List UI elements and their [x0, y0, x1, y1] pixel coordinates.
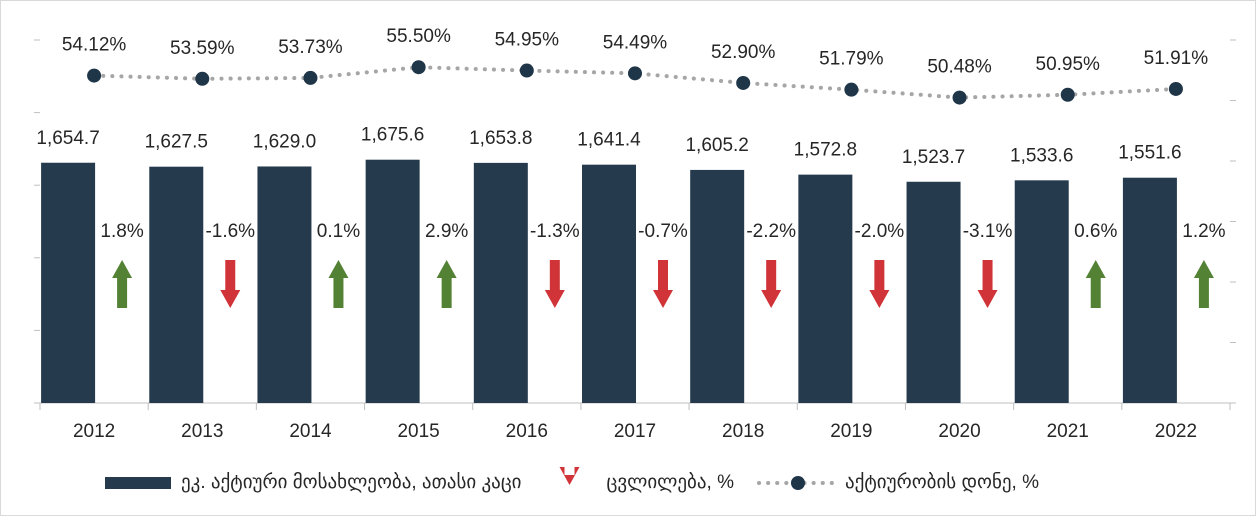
legend: ეკ. აქტიური მოსახლეობა, ათასი კაცი ცვლილე…	[105, 467, 1039, 493]
x-tick-label: 2012	[73, 421, 115, 442]
change-arrow	[653, 260, 673, 308]
line-marker	[87, 68, 102, 83]
x-tick-label: 2018	[722, 421, 764, 442]
bar	[1122, 177, 1177, 403]
bar	[798, 174, 853, 403]
change-arrow	[112, 260, 133, 308]
change-label: 1.8%	[100, 221, 143, 242]
change-label: 2.9%	[425, 221, 468, 242]
change-arrow	[328, 260, 349, 308]
legend-label: აქტიურობის დონე, %	[845, 471, 1039, 493]
legend-swatch	[105, 477, 171, 489]
bar-value-label: 1,629.0	[253, 131, 316, 152]
change-label: 1.2%	[1182, 221, 1225, 242]
bar-value-label: 1,572.8	[794, 140, 857, 161]
x-tick-label: 2022	[1155, 421, 1197, 442]
change-arrow	[1193, 260, 1214, 308]
legend-label: ეკ. აქტიური მოსახლეობა, ათასი კაცი	[181, 471, 522, 493]
bar-value-label: 1,523.7	[902, 147, 965, 168]
line-marker	[411, 60, 426, 75]
bar-value-label: 1,627.5	[145, 132, 208, 153]
x-tick-label: 2017	[614, 421, 656, 442]
legend-label: ცვლილება, %	[607, 471, 735, 493]
change-arrow	[977, 260, 998, 308]
bar	[473, 162, 528, 403]
line-marker	[1060, 87, 1075, 102]
line-value-label: 53.59%	[170, 38, 235, 59]
bar	[257, 166, 312, 403]
bar	[41, 162, 96, 403]
line-value-label: 54.12%	[62, 35, 127, 56]
bar-value-label: 1,605.2	[685, 135, 748, 156]
change-label: -3.1%	[963, 221, 1013, 242]
bar	[149, 166, 204, 403]
line-value-label: 54.49%	[603, 32, 668, 53]
x-tick-label: 2020	[938, 421, 980, 442]
x-tick-label: 2014	[289, 421, 332, 442]
line-value-label: 51.79%	[819, 49, 884, 70]
change-label: 0.1%	[317, 221, 360, 242]
line	[92, 65, 1178, 100]
x-tick-label: 2015	[397, 421, 439, 442]
bar-value-label: 1,653.8	[469, 128, 532, 149]
line-marker	[844, 82, 859, 97]
line-marker	[303, 70, 318, 85]
bar-value-label: 1,551.6	[1118, 143, 1181, 164]
change-arrow	[544, 260, 565, 308]
line-marker	[952, 90, 967, 105]
x-tick-label: 2021	[1047, 421, 1089, 442]
change-label: -2.2%	[746, 221, 796, 242]
line-value-label: 55.50%	[386, 26, 451, 47]
change-arrow	[1085, 260, 1106, 308]
bar-value-label: 1,641.4	[577, 130, 641, 151]
line-marker	[195, 71, 210, 86]
bar-value-label: 1,533.6	[1010, 145, 1073, 166]
change-arrow	[220, 260, 241, 308]
line-value-label: 50.48%	[927, 57, 992, 78]
change-label: 0.6%	[1074, 221, 1117, 242]
change-label: -1.6%	[205, 221, 255, 242]
legend-swatch	[790, 476, 805, 490]
line-value-label: 50.95%	[1036, 54, 1101, 75]
change-label: -1.3%	[530, 221, 580, 242]
change-arrow	[436, 260, 457, 308]
x-tick-label: 2016	[506, 421, 548, 442]
bar-value-label: 1,654.7	[36, 128, 99, 149]
change-arrow	[869, 260, 890, 308]
line-value-label: 53.73%	[278, 37, 343, 58]
line-value-label: 52.90%	[711, 42, 776, 63]
bar-value-label: 1,675.6	[361, 125, 424, 146]
change-label: -0.7%	[638, 221, 688, 242]
line-marker	[1168, 81, 1183, 96]
legend-swatch	[559, 467, 580, 485]
line-marker	[736, 75, 751, 90]
bar	[1014, 180, 1069, 403]
line-marker	[519, 63, 534, 78]
change-label: -2.0%	[855, 221, 905, 242]
x-tick-label: 2013	[181, 421, 223, 442]
change-arrow	[761, 260, 782, 308]
bar	[906, 181, 961, 403]
line-value-label: 51.91%	[1144, 48, 1209, 69]
bar	[582, 164, 636, 403]
line-marker	[628, 66, 642, 81]
x-tick-label: 2019	[830, 421, 872, 442]
bar	[690, 169, 745, 403]
bar	[365, 159, 420, 403]
line-value-label: 54.95%	[495, 30, 560, 51]
